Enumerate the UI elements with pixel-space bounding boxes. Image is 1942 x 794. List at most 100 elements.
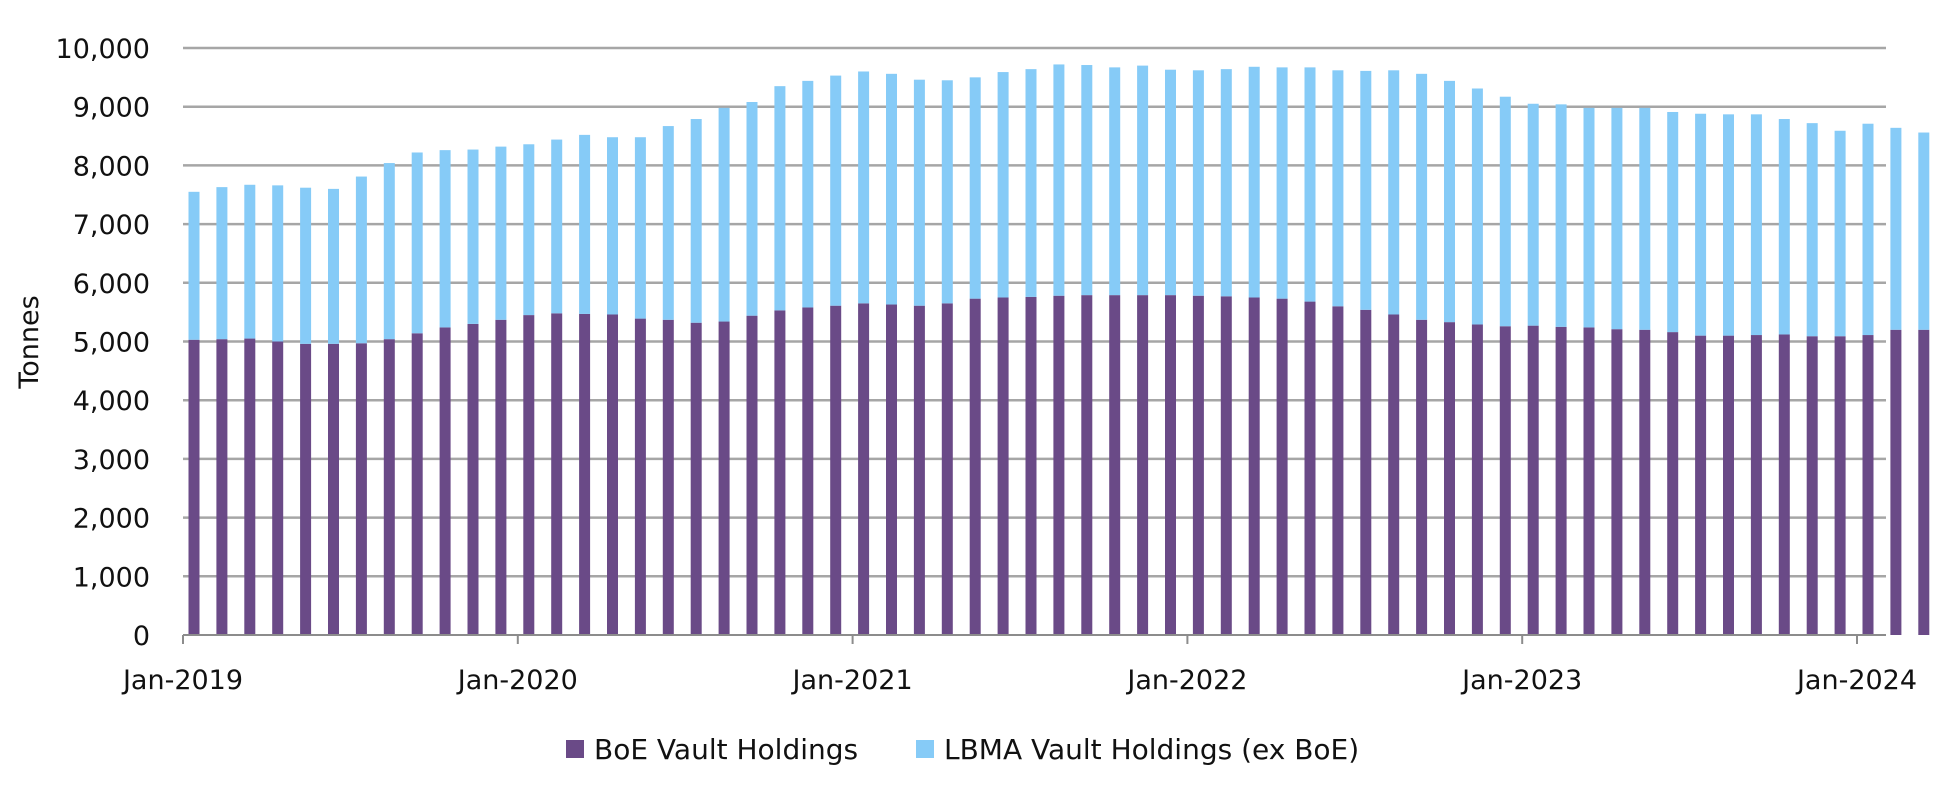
bar-boe: [1807, 336, 1818, 635]
bar-boe: [886, 305, 897, 635]
bar-lbma: [719, 108, 730, 322]
bar-boe: [970, 299, 981, 635]
bar-boe: [523, 315, 534, 635]
x-tick-label: Jan-2023: [1460, 665, 1582, 696]
bar-lbma: [1360, 71, 1371, 310]
bar-lbma: [1723, 114, 1734, 335]
bar-boe: [1277, 299, 1288, 635]
bar-boe: [1751, 335, 1762, 635]
bars: [189, 64, 1942, 635]
bar-boe: [719, 322, 730, 635]
bar-boe: [942, 303, 953, 635]
bar-boe: [551, 313, 562, 635]
bar-lbma: [384, 163, 395, 339]
bar-boe: [1081, 295, 1092, 635]
bar-lbma: [1528, 104, 1539, 326]
bar-lbma: [1305, 67, 1316, 301]
bar-boe: [189, 340, 200, 635]
bar-boe: [1639, 330, 1650, 635]
bar-lbma: [1779, 119, 1790, 334]
bar-boe: [1723, 336, 1734, 635]
bar-lbma: [440, 150, 451, 327]
y-tick-labels: 01,0002,0003,0004,0005,0006,0007,0008,00…: [56, 34, 150, 652]
bar-lbma: [1918, 133, 1929, 330]
bar-boe: [914, 306, 925, 635]
bar-boe: [830, 306, 841, 635]
bar-lbma: [551, 140, 562, 314]
bar-lbma: [468, 150, 479, 324]
bar-boe: [356, 343, 367, 635]
bar-lbma: [1472, 89, 1483, 325]
bar-boe: [1026, 297, 1037, 635]
bar-lbma: [1611, 108, 1622, 329]
y-tick-label: 3,000: [73, 445, 150, 476]
bar-lbma: [1584, 108, 1595, 328]
y-tick-label: 4,000: [73, 386, 150, 417]
bar-boe: [272, 342, 283, 636]
bar-boe: [1472, 324, 1483, 635]
legend: BoE Vault Holdings LBMA Vault Holdings (…: [566, 733, 1359, 766]
bar-boe: [300, 344, 311, 635]
bar-boe: [1918, 330, 1929, 635]
bar-lbma: [970, 77, 981, 298]
bar-boe: [774, 310, 785, 635]
bar-boe: [1388, 314, 1399, 635]
bar-boe: [495, 320, 506, 635]
bar-lbma: [1807, 123, 1818, 336]
bar-lbma: [1277, 67, 1288, 298]
bar-boe: [663, 320, 674, 635]
bar-boe: [1109, 295, 1120, 635]
x-tick-label: Jan-2024: [1795, 665, 1917, 696]
bar-boe: [1890, 330, 1901, 635]
bar-boe: [244, 339, 255, 635]
y-tick-label: 0: [133, 621, 150, 652]
bar-lbma: [300, 188, 311, 344]
bar-boe: [1584, 327, 1595, 635]
y-tick-label: 7,000: [73, 210, 150, 241]
x-tick-label: Jan-2022: [1125, 665, 1247, 696]
bar-boe: [1305, 302, 1316, 635]
bar-lbma: [1639, 108, 1650, 330]
bar-lbma: [635, 137, 646, 318]
bar-lbma: [942, 80, 953, 303]
bar-boe: [635, 319, 646, 635]
bar-lbma: [914, 80, 925, 306]
bar-boe: [468, 324, 479, 635]
bar-boe: [328, 344, 339, 635]
bar-lbma: [1667, 112, 1678, 332]
bar-boe: [1667, 332, 1678, 635]
bar-lbma: [272, 185, 283, 341]
bar-lbma: [244, 185, 255, 339]
y-tick-label: 9,000: [73, 93, 150, 124]
bar-boe: [384, 339, 395, 635]
bar-boe: [440, 327, 451, 635]
legend-swatch-boe: [566, 740, 584, 758]
legend-swatch-lbma: [916, 740, 934, 758]
bar-lbma: [1500, 97, 1511, 327]
y-tick-label: 8,000: [73, 151, 150, 182]
y-tick-label: 6,000: [73, 269, 150, 300]
bar-boe: [1695, 336, 1706, 635]
y-tick-label: 1,000: [73, 562, 150, 593]
bar-lbma: [691, 119, 702, 323]
bar-lbma: [216, 187, 227, 339]
bar-boe: [802, 307, 813, 635]
legend-label-boe: BoE Vault Holdings: [594, 733, 858, 766]
bar-boe: [1249, 297, 1260, 635]
legend-item-boe: BoE Vault Holdings: [566, 733, 858, 766]
bar-lbma: [356, 177, 367, 344]
bar-boe: [1137, 295, 1148, 635]
bar-lbma: [1026, 69, 1037, 297]
bar-boe: [1444, 322, 1455, 635]
x-tick-label: Jan-2019: [121, 665, 243, 696]
x-tick-label: Jan-2021: [791, 665, 913, 696]
bar-boe: [1360, 310, 1371, 635]
bar-lbma: [1081, 65, 1092, 295]
bar-lbma: [1221, 69, 1232, 296]
bar-lbma: [886, 74, 897, 305]
bar-lbma: [1444, 81, 1455, 322]
bar-boe: [579, 314, 590, 635]
legend-label-lbma: LBMA Vault Holdings (ex BoE): [944, 733, 1359, 766]
bar-lbma: [495, 147, 506, 320]
bar-lbma: [1165, 70, 1176, 295]
